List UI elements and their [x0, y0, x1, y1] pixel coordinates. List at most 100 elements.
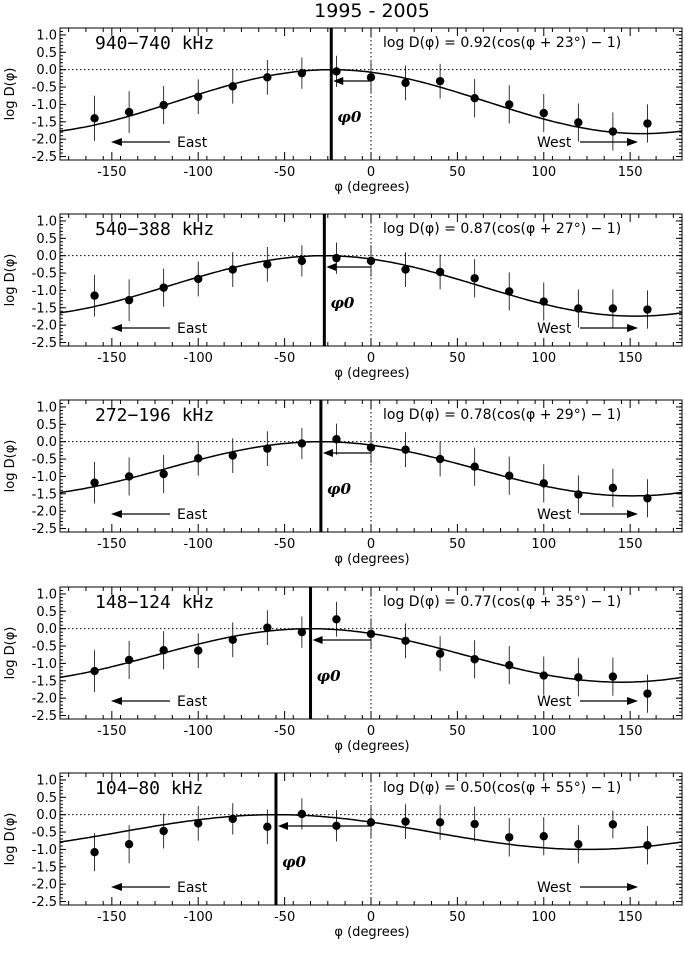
data-point [332, 67, 341, 76]
data-point [332, 435, 341, 444]
data-point [470, 93, 479, 103]
y-tick-label: 0.0 [36, 63, 57, 78]
y-tick-label: 1.0 [36, 400, 57, 415]
east-arrowhead [111, 510, 122, 518]
data-point [194, 646, 203, 655]
data-point [470, 274, 479, 283]
east-arrowhead [111, 697, 122, 705]
data-point [539, 671, 548, 680]
phi0-offset-arrowhead [277, 822, 288, 830]
data-point [435, 649, 445, 658]
x-tick-label: -50 [274, 351, 295, 366]
y-tick-label: -2.0 [32, 505, 57, 520]
y-tick-label: -0.5 [32, 453, 57, 468]
y-tick-label: -0.5 [32, 81, 57, 96]
y-axis-label: log D(φ) [3, 68, 18, 121]
data-point [470, 462, 479, 471]
data-point [401, 636, 410, 646]
west-label: West [537, 507, 572, 523]
data-point [470, 655, 479, 664]
y-tick-label: -2.5 [32, 895, 57, 910]
x-tick-label: 150 [618, 724, 643, 739]
data-point [263, 822, 272, 832]
data-point [194, 274, 203, 284]
x-tick-label: 0 [367, 351, 375, 366]
data-point [228, 82, 237, 91]
y-axis-label: log D(φ) [3, 254, 18, 307]
east-label: East [177, 321, 208, 337]
data-point [90, 114, 99, 123]
west-arrowhead [627, 883, 638, 891]
x-tick-label: 150 [618, 351, 643, 366]
data-point [643, 689, 652, 698]
y-tick-label: -2.0 [32, 692, 57, 707]
x-tick-label: 0 [367, 910, 375, 925]
x-tick-label: -50 [274, 537, 295, 552]
west-arrowhead [627, 324, 638, 332]
x-tick-label: -50 [274, 910, 295, 925]
data-point [297, 439, 307, 448]
west-label: West [537, 135, 572, 151]
data-point [505, 660, 514, 670]
y-tick-label: 0.0 [36, 808, 57, 823]
data-point [366, 73, 376, 82]
y-tick-label: -2.0 [32, 878, 57, 893]
x-tick-label: 100 [531, 165, 556, 180]
data-point [435, 818, 445, 827]
y-tick-label: 1.0 [36, 214, 57, 229]
y-tick-label: 0.0 [36, 622, 57, 637]
x-tick-label: -150 [97, 351, 127, 366]
data-point [608, 672, 618, 681]
x-tick-label: 50 [449, 165, 466, 180]
x-tick-label: 150 [618, 910, 643, 925]
data-point [124, 472, 134, 481]
x-tick-label: 100 [531, 910, 556, 925]
data-point [263, 260, 272, 269]
data-point [159, 283, 168, 292]
y-tick-label: 0.5 [36, 418, 57, 433]
x-tick-label: 50 [449, 724, 466, 739]
x-tick-label: -150 [97, 165, 127, 180]
band-label: 104−80 kHz [95, 778, 203, 799]
y-tick-label: -1.5 [32, 860, 57, 875]
east-arrowhead [111, 324, 122, 332]
data-point [574, 118, 583, 127]
data-point [643, 841, 652, 850]
x-axis-label: φ (degrees) [334, 366, 409, 381]
band-label: 540−388 kHz [95, 219, 214, 240]
fit-formula: log D(φ) = 0.78(cos(φ + 29°) − 1) [383, 407, 621, 423]
data-point [159, 100, 168, 110]
x-tick-label: 100 [531, 724, 556, 739]
y-tick-label: -1.5 [32, 115, 57, 130]
x-tick-label: 50 [449, 537, 466, 552]
phi0-label: φ0 [337, 108, 362, 126]
x-tick-label: -100 [183, 724, 213, 739]
data-point [366, 256, 376, 266]
y-tick-label: 0.0 [36, 249, 57, 264]
band-label: 272−196 kHz [95, 405, 214, 426]
y-tick-label: 1.0 [36, 587, 57, 602]
y-tick-label: -1.0 [32, 843, 57, 858]
y-tick-label: -2.0 [32, 133, 57, 148]
fit-formula: log D(φ) = 0.50(cos(φ + 55°) − 1) [383, 780, 621, 796]
x-tick-label: 100 [531, 537, 556, 552]
y-tick-label: 0.5 [36, 232, 57, 247]
y-tick-label: 0.5 [36, 605, 57, 620]
y-tick-label: 0.0 [36, 435, 57, 450]
data-point [574, 673, 583, 682]
panels: 1.0 0.5 0.0 -0.5 -1.0 -1.5 -2.0 -2.5 -150 -100 -50… [3, 27, 683, 940]
data-point [401, 78, 410, 88]
panel-2: 1.0 0.5 0.0 -0.5 -1.0 -1.5 -2.0 -2.5 -150 -100 -50… [3, 213, 683, 381]
y-tick-label: 1.0 [36, 28, 57, 43]
x-tick-label: -100 [183, 537, 213, 552]
data-point [435, 267, 445, 277]
data-point [297, 627, 307, 637]
west-label: West [537, 321, 572, 337]
west-arrowhead [627, 138, 638, 146]
data-point [539, 832, 548, 841]
data-point [228, 451, 237, 460]
y-tick-label: -1.0 [32, 657, 57, 672]
data-point [263, 73, 272, 82]
east-arrowhead [111, 138, 122, 146]
y-tick-label: -1.5 [32, 674, 57, 689]
